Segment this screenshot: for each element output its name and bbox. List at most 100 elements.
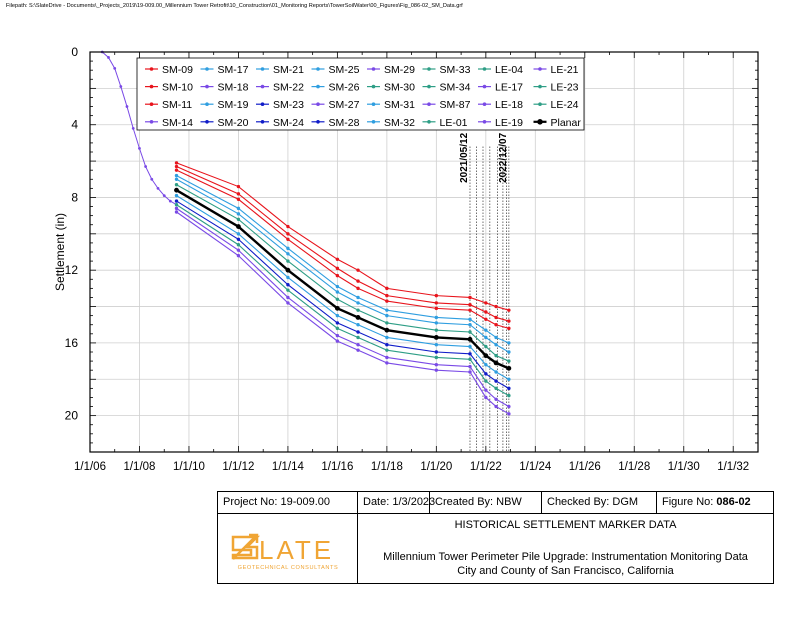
- series-point-le-23: [434, 355, 439, 360]
- series-point-le-21: [356, 348, 360, 352]
- legend-swatch-marker: [538, 84, 542, 89]
- legend-swatch-marker: [205, 102, 209, 106]
- series-point-planar: [334, 305, 340, 311]
- logo-tagline: GEOTECHNICAL CONSULTANTS: [238, 565, 339, 571]
- legend-swatch-marker: [316, 120, 320, 124]
- initial-settlement-point: [113, 66, 117, 70]
- series-point-planar: [384, 327, 390, 333]
- company-logo: LATE GEOTECHNICAL CONSULTANTS: [218, 513, 358, 583]
- series-point-planar: [236, 224, 241, 229]
- checked-by: Checked By: DGM: [542, 492, 657, 513]
- series-point-sm-17: [335, 284, 340, 289]
- series-point-sm-11: [494, 323, 498, 327]
- annotation-label: 2022/12/07: [498, 132, 509, 182]
- series-point-sm-10: [356, 279, 360, 283]
- series-point-sm-21: [468, 344, 472, 349]
- legend-swatch-marker: [316, 84, 320, 89]
- series-point-sm-17: [356, 295, 360, 300]
- legend-label: SM-14: [162, 117, 193, 129]
- series-point-sm-17: [507, 341, 511, 345]
- legend-label: SM-17: [218, 64, 249, 76]
- legend-label: LE-18: [495, 99, 523, 111]
- series-line-sm-27: [176, 207, 510, 408]
- initial-settlement-point: [138, 146, 141, 150]
- series-point-le-21: [484, 395, 488, 400]
- series-point-sm-33: [434, 328, 439, 332]
- legend-swatch-marker: [149, 84, 154, 89]
- series-point-sm-33: [507, 359, 511, 363]
- series-point-sm-17: [468, 317, 472, 321]
- series-point-sm-11: [507, 326, 511, 331]
- series-point-sm-09: [434, 293, 439, 298]
- series-point-sm-17: [385, 308, 389, 312]
- series-point-le-23: [236, 243, 241, 247]
- series-point-planar: [433, 335, 439, 340]
- created-by: Created By: NBW: [430, 492, 542, 513]
- legend-label: LE-04: [495, 64, 523, 76]
- series-point-sm-23: [286, 283, 290, 287]
- legend-label: SM-87: [440, 99, 471, 111]
- series-line-sm-19: [176, 178, 510, 353]
- legend-label: Planar: [551, 117, 582, 129]
- legend-swatch-marker: [538, 67, 542, 71]
- annotation-label: 2021/05/12: [459, 132, 470, 182]
- x-tick-label: 1/1/26: [569, 461, 601, 473]
- series-point-sm-19: [286, 252, 290, 256]
- file-path-caption: Filepath: S:\SlateDrive - Documents\_Pro…: [6, 3, 463, 9]
- series-point-sm-10: [468, 303, 472, 307]
- series-point-sm-17: [484, 328, 488, 332]
- series-point-planar: [493, 360, 499, 366]
- legend-label: LE-24: [551, 99, 579, 111]
- series-point-sm-10: [286, 232, 290, 236]
- legend-label: LE-17: [495, 82, 523, 94]
- series-point-sm-19: [507, 350, 511, 354]
- series-lines: [100, 50, 512, 416]
- series-point-sm-23: [507, 386, 511, 391]
- legend-label: SM-10: [162, 82, 193, 94]
- series-point-sm-10: [494, 315, 498, 320]
- x-tick-label: 1/1/18: [371, 461, 403, 473]
- series-point-sm-21: [335, 313, 340, 318]
- legend-swatch-marker: [205, 120, 209, 124]
- series-point-sm-21: [484, 363, 488, 367]
- series-point-sm-10: [236, 192, 241, 196]
- x-tick-label: 1/1/06: [74, 461, 106, 473]
- series-point-le-21: [236, 253, 241, 258]
- x-tick-label: 1/1/14: [272, 461, 305, 473]
- y-axis-label: Settlement (in): [53, 213, 67, 291]
- logo-wordmark: LATE: [259, 535, 334, 565]
- series-point-sm-11: [236, 197, 241, 201]
- series-point-le-21: [434, 368, 439, 372]
- series-point-sm-09: [507, 308, 511, 312]
- legend-label: SM-27: [329, 99, 360, 111]
- series-point-le-23: [484, 379, 488, 383]
- series-point-sm-09: [286, 224, 290, 229]
- legend-label: SM-20: [218, 117, 249, 129]
- series-point-sm-23: [236, 237, 241, 241]
- series-point-sm-10: [507, 319, 511, 323]
- project-number: Project No: 19-009.00: [218, 492, 358, 513]
- legend-swatch-marker: [427, 84, 431, 89]
- settlement-chart: 1/1/06 1/1/08 1/1/10 1/1/12 1/1/14 1/1/16 1/1/…: [53, 45, 759, 473]
- series-point-sm-33: [356, 308, 360, 312]
- x-tick-labels: 1/1/06 1/1/08 1/1/10 1/1/12 1/1/14 1/1/16 1/1/…: [74, 461, 749, 473]
- initial-settlement-point: [131, 126, 135, 130]
- series-point-planar: [506, 365, 512, 371]
- series-line-sm-10: [176, 166, 510, 322]
- legend-swatch-marker: [371, 84, 376, 89]
- legend-label: SM-22: [273, 82, 304, 94]
- series-point-sm-09: [356, 268, 360, 272]
- series-point-sm-09: [494, 304, 498, 309]
- series-point-sm-19: [494, 343, 498, 347]
- legend-swatch-marker: [316, 102, 320, 106]
- series-point-sm-09: [236, 184, 241, 189]
- series-point-sm-27: [507, 404, 511, 409]
- legend-label: SM-30: [384, 82, 415, 94]
- series-point-planar: [174, 187, 179, 193]
- y-tick-labels: 0 4 8 12 16 20: [65, 45, 79, 423]
- legend-label: SM-19: [218, 99, 249, 111]
- legend-label: SM-32: [384, 117, 415, 129]
- series-point-sm-27: [236, 248, 241, 252]
- legend-swatch-marker: [538, 102, 542, 106]
- series-point-sm-19: [468, 323, 472, 327]
